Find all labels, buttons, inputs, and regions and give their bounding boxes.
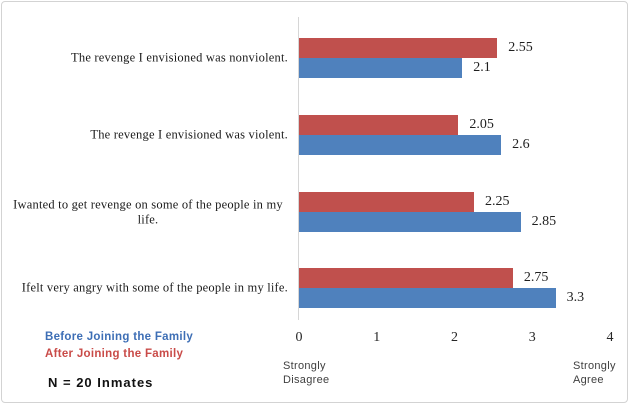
x-tick-label: 4 — [606, 330, 614, 345]
category-label: Iwanted to get revenge on some of the pe… — [13, 197, 283, 226]
bar-before — [299, 212, 521, 232]
bar-value-label: 2.05 — [469, 117, 494, 132]
legend: Before Joining the Family After Joining … — [45, 329, 193, 363]
bar-value-label: 2.6 — [512, 137, 530, 152]
bar-value-label: 2.85 — [531, 214, 557, 229]
x-tick-label: 3 — [528, 330, 536, 345]
category-label: The revenge I envisioned was violent. — [90, 127, 288, 142]
x-axis-min-label: Strongly Disagree — [283, 360, 330, 387]
y-axis-line — [298, 17, 299, 320]
legend-entry-after: After Joining the Family — [45, 348, 184, 360]
bar-before — [299, 288, 556, 308]
x-tick-label: 0 — [295, 330, 303, 345]
x-tick-label: 1 — [373, 330, 381, 345]
bar-value-label: 2.75 — [523, 270, 549, 285]
bar-after — [299, 38, 498, 58]
category-label: The revenge I envisioned was nonviolent. — [71, 50, 288, 65]
x-axis-max-label: Strongly Agree — [573, 360, 616, 387]
legend-entry-before: Before Joining the Family — [45, 331, 194, 343]
bar-after — [299, 268, 513, 288]
sample-size-note: N = 20 Inmates — [48, 375, 154, 390]
bar-value-label: 3.3 — [566, 290, 585, 305]
bar-value-label: 2.55 — [508, 40, 533, 55]
bar-after — [299, 115, 459, 135]
bar-value-label: 2.1 — [473, 60, 491, 75]
bar-before — [299, 135, 502, 155]
bar-before — [299, 58, 463, 78]
x-tick-label: 2 — [451, 330, 458, 345]
bar-value-label: 2.25 — [484, 194, 510, 209]
category-label: Ifelt very angry with some of the people… — [21, 280, 288, 295]
bar-after — [299, 192, 474, 212]
